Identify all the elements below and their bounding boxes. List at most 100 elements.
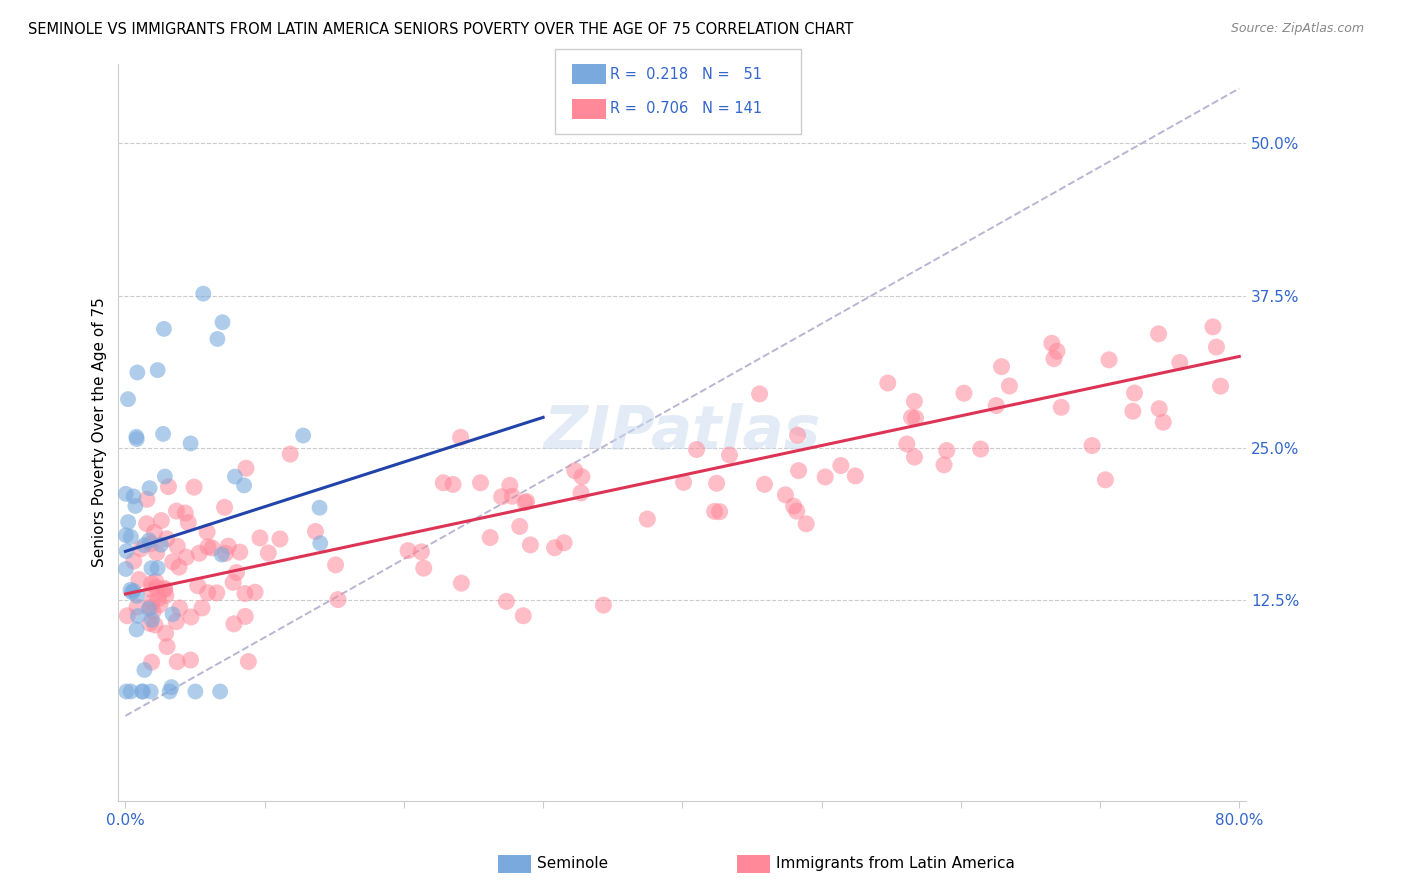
Point <box>205 586 228 600</box>
Point <box>115 528 138 542</box>
Point <box>135 516 157 531</box>
Text: Source: ZipAtlas.com: Source: ZipAtlas.com <box>1230 22 1364 36</box>
Point <box>135 492 157 507</box>
Point <box>786 504 808 518</box>
Point <box>1043 351 1066 366</box>
Point <box>748 387 770 401</box>
Point <box>896 437 918 451</box>
Point <box>787 464 810 478</box>
Point <box>155 626 177 640</box>
Point <box>794 516 817 531</box>
Point <box>516 494 538 508</box>
Point <box>470 475 492 490</box>
Point <box>564 464 586 478</box>
Point <box>120 582 142 597</box>
Point <box>512 608 534 623</box>
Point <box>156 532 179 546</box>
Point <box>211 315 233 329</box>
Point <box>132 684 155 698</box>
Point <box>156 640 179 654</box>
Point <box>139 684 162 698</box>
Point <box>309 536 332 550</box>
Point <box>139 536 162 550</box>
Point <box>1098 352 1121 367</box>
Point <box>1168 355 1191 369</box>
Point <box>162 555 184 569</box>
Point <box>131 684 153 698</box>
Point <box>134 663 156 677</box>
Point <box>1050 401 1073 415</box>
Point <box>180 436 202 450</box>
Point <box>543 541 565 555</box>
Point <box>124 499 146 513</box>
Point <box>169 601 191 615</box>
Point <box>904 411 927 425</box>
Point <box>153 582 176 597</box>
Point <box>1205 340 1227 354</box>
Point <box>411 545 433 559</box>
Point <box>125 430 148 444</box>
Point <box>450 576 472 591</box>
Point <box>121 585 143 599</box>
Point <box>150 514 173 528</box>
Point <box>501 489 523 503</box>
Point <box>159 684 181 698</box>
Point <box>122 583 145 598</box>
Point <box>569 486 592 500</box>
Point <box>145 581 167 595</box>
Point <box>953 386 976 401</box>
Point <box>138 481 160 495</box>
Point <box>214 500 236 515</box>
Point <box>117 608 139 623</box>
Point <box>191 601 214 615</box>
Point <box>145 546 167 560</box>
Point <box>143 525 166 540</box>
Point <box>903 450 925 464</box>
Point <box>153 582 176 596</box>
Point <box>138 533 160 548</box>
Point <box>222 616 245 631</box>
Point <box>128 573 150 587</box>
Point <box>1081 439 1104 453</box>
Point <box>412 561 434 575</box>
Point <box>1122 404 1144 418</box>
Point <box>183 480 205 494</box>
Point <box>188 546 211 560</box>
Point <box>193 286 215 301</box>
Point <box>257 546 280 560</box>
Point <box>160 680 183 694</box>
Point <box>754 477 776 491</box>
Text: R =  0.706   N = 141: R = 0.706 N = 141 <box>610 102 762 116</box>
Point <box>127 599 149 614</box>
Point <box>308 500 330 515</box>
Point <box>166 539 188 553</box>
Point <box>775 488 797 502</box>
Point <box>145 574 167 589</box>
Point <box>499 478 522 492</box>
Point <box>166 504 188 518</box>
Point <box>115 684 138 698</box>
Point <box>166 655 188 669</box>
Point <box>830 458 852 473</box>
Point <box>685 442 707 457</box>
Point <box>903 394 925 409</box>
Point <box>146 363 169 377</box>
Point <box>1123 386 1146 401</box>
Point <box>1209 379 1232 393</box>
Point <box>292 428 315 442</box>
Point <box>432 475 454 490</box>
Point <box>1040 336 1063 351</box>
Point <box>114 487 136 501</box>
Point <box>138 601 160 615</box>
Point <box>986 399 1008 413</box>
Text: R =  0.218   N =   51: R = 0.218 N = 51 <box>610 67 762 81</box>
Point <box>1147 401 1170 416</box>
Point <box>195 524 218 539</box>
Point <box>441 477 464 491</box>
Point <box>139 616 162 631</box>
Point <box>141 655 163 669</box>
Point <box>238 655 260 669</box>
Point <box>970 442 993 456</box>
Point <box>187 579 209 593</box>
Point <box>278 447 301 461</box>
